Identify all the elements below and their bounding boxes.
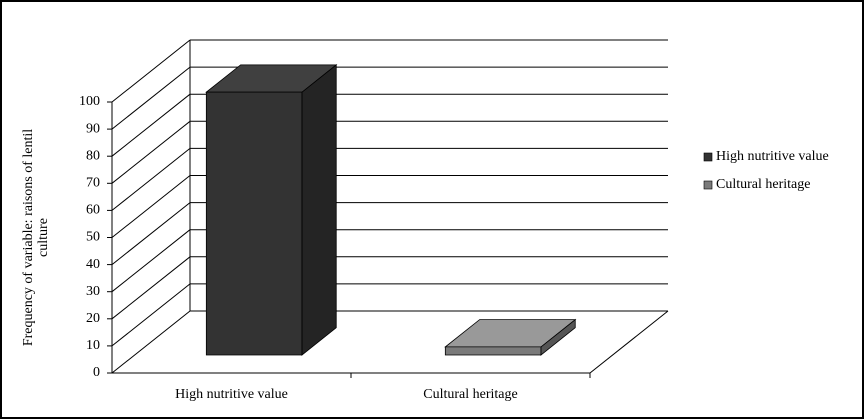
grid-line	[111, 120, 191, 184]
legend-label: High nutritive value	[716, 149, 829, 164]
y-tick-label: 70	[86, 176, 100, 191]
grid-line	[111, 66, 191, 130]
bar-front	[444, 346, 542, 356]
y-tick-label: 10	[86, 338, 100, 353]
grid-line	[111, 202, 191, 265]
grid-line	[111, 93, 191, 157]
y-axis-label-line: culture	[36, 218, 51, 257]
grid-line	[111, 283, 191, 347]
y-tick-label: 30	[86, 284, 100, 299]
grid-line	[111, 229, 191, 293]
grid-line	[111, 256, 191, 320]
y-tick-label: 100	[79, 94, 100, 109]
y-tick-label: 40	[86, 257, 100, 272]
axis-line	[589, 310, 669, 374]
bar	[205, 64, 338, 356]
bar	[444, 318, 577, 356]
legend-swatch	[703, 180, 713, 190]
x-tick-label: High nutritive value	[175, 387, 288, 402]
grid-line	[111, 39, 191, 103]
y-tick-label: 90	[86, 121, 100, 136]
y-tick-label: 60	[86, 203, 100, 218]
y-tick-label: 50	[86, 230, 100, 245]
legend-label: Cultural heritage	[716, 177, 810, 192]
bar-side	[301, 64, 337, 356]
y-tick-label: 0	[93, 365, 100, 380]
y-tick-label: 20	[86, 311, 100, 326]
legend-swatch	[703, 152, 713, 162]
y-axis-label: Frequency of variable: raisons of lentil…	[21, 129, 51, 346]
y-tick-label: 80	[86, 148, 100, 163]
grid-line	[111, 175, 191, 238]
grid-line	[111, 310, 191, 374]
x-tick-label: Cultural heritage	[423, 387, 517, 402]
y-axis-label-line: Frequency of variable: raisons of lentil	[21, 129, 36, 346]
bar-front	[205, 91, 303, 356]
grid-line	[111, 148, 191, 211]
